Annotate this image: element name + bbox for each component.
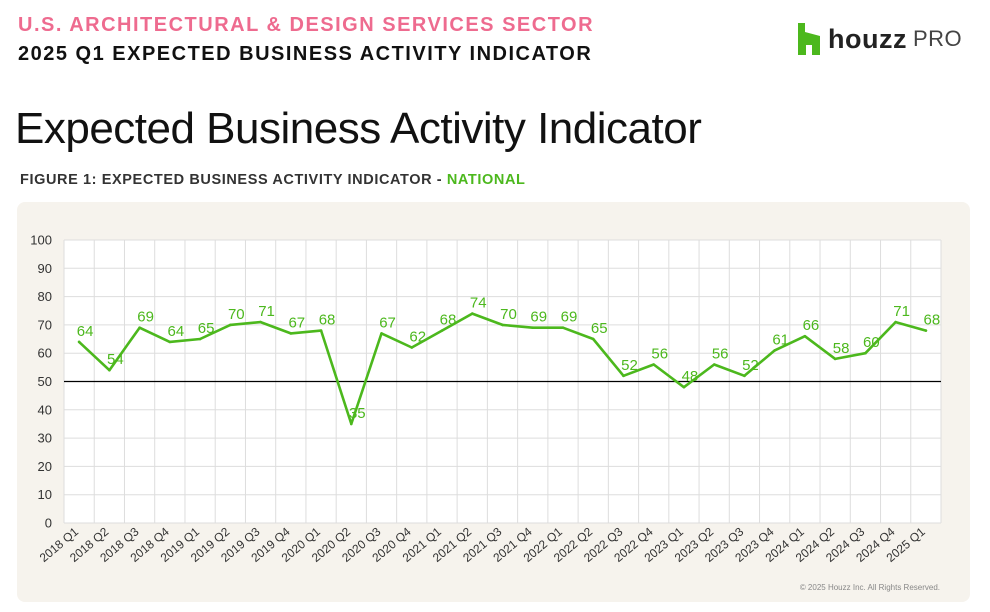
y-tick-label: 10 [38,487,52,502]
data-point [168,340,172,344]
data-point [229,323,232,327]
y-tick-label: 60 [38,346,52,361]
data-label: 64 [77,323,94,340]
data-label: 65 [591,320,608,337]
data-point [349,422,353,426]
data-point [138,326,141,330]
data-label: 54 [107,351,124,368]
data-point [773,349,776,352]
data-label: 66 [803,317,820,334]
data-label: 52 [742,357,759,374]
data-label: 35 [349,405,366,422]
data-point [259,320,262,324]
y-tick-label: 0 [45,516,52,531]
data-point [743,374,746,378]
y-tick-label: 70 [38,317,52,332]
data-point [561,326,565,330]
data-point [289,332,293,335]
y-tick-label: 30 [38,431,52,446]
data-label: 69 [530,309,547,326]
y-tick-label: 80 [38,289,52,304]
data-point [864,351,867,355]
data-point [380,332,383,335]
data-point [319,329,323,332]
data-label: 56 [712,346,729,363]
data-label: 69 [561,309,578,326]
data-point [108,368,111,372]
data-label: 74 [470,295,487,312]
houzz-logo-icon [798,23,820,55]
logo-suffix: PRO [912,26,963,51]
figure-caption: FIGURE 1: EXPECTED BUSINESS ACTIVITY IND… [20,172,526,188]
data-label: 71 [258,303,275,320]
data-point [470,312,474,315]
data-label: 62 [409,329,426,346]
data-label: 48 [682,368,699,385]
y-tick-label: 50 [38,374,52,389]
data-label: 68 [924,312,941,329]
y-tick-label: 90 [38,261,52,276]
data-point [501,323,504,327]
data-point [894,320,897,324]
data-point [440,329,444,332]
data-label: 68 [440,312,457,329]
data-label: 56 [651,346,668,363]
data-label: 70 [228,306,245,323]
data-point [803,334,807,338]
data-point [591,337,595,341]
data-label: 70 [500,306,517,323]
data-label: 64 [168,323,185,340]
data-point [77,340,81,344]
data-label: 69 [137,309,154,326]
page-title: Expected Business Activity Indicator [15,104,702,153]
data-point [198,337,202,341]
data-label: 60 [863,334,880,351]
report-title: 2025 Q1 EXPECTED BUSINESS ACTIVITY INDIC… [18,43,593,65]
data-label: 52 [621,357,638,374]
copyright-notice: © 2025 Houzz Inc. All Rights Reserved. [799,583,940,592]
y-tick-label: 20 [38,459,52,474]
data-point [712,363,716,366]
data-point [924,329,928,332]
sector-title: U.S. ARCHITECTURAL & DESIGN SERVICES SEC… [18,14,595,36]
data-label: 58 [833,340,850,357]
figure-region: NATIONAL [446,172,526,188]
data-label: 67 [288,314,305,331]
data-point [531,326,535,330]
figure-label: FIGURE 1: EXPECTED BUSINESS ACTIVITY IND… [20,172,447,188]
data-point [833,357,837,361]
data-label: 67 [379,314,396,331]
houzz-pro-logo: houzz PRO [798,22,962,56]
data-point [682,385,686,389]
data-point [410,346,414,349]
y-tick-label: 100 [30,233,52,248]
data-point [652,363,656,366]
data-label: 68 [319,312,336,329]
logo-brand: houzz [828,23,907,54]
data-point [622,374,625,378]
data-label: 61 [772,331,789,348]
data-label: 71 [893,303,910,320]
data-label: 65 [198,320,215,337]
y-tick-label: 40 [38,402,52,417]
